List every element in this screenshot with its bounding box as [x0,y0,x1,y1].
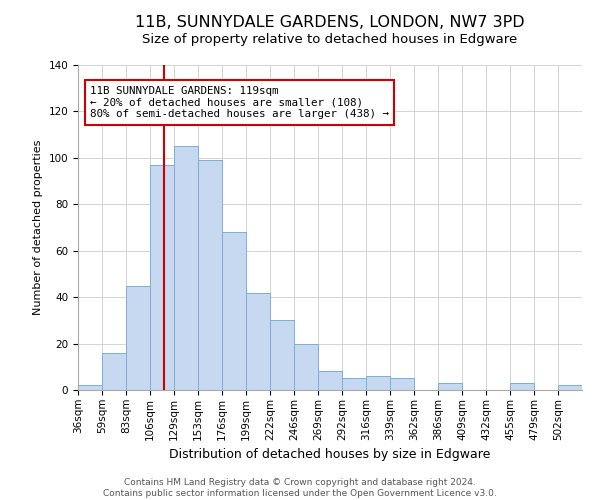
Text: Size of property relative to detached houses in Edgware: Size of property relative to detached ho… [142,32,518,46]
Bar [126,286,150,390]
Bar [342,378,366,390]
Bar [390,378,414,390]
Y-axis label: Number of detached properties: Number of detached properties [33,140,43,315]
X-axis label: Distribution of detached houses by size in Edgware: Distribution of detached houses by size … [169,448,491,461]
Bar [78,386,102,390]
Bar [366,376,390,390]
Bar [246,292,270,390]
Text: 11B SUNNYDALE GARDENS: 119sqm
← 20% of detached houses are smaller (108)
80% of : 11B SUNNYDALE GARDENS: 119sqm ← 20% of d… [90,86,389,119]
Bar [174,146,198,390]
Text: Contains HM Land Registry data © Crown copyright and database right 2024.
Contai: Contains HM Land Registry data © Crown c… [103,478,497,498]
Bar [318,372,342,390]
Bar [150,165,174,390]
Bar [294,344,318,390]
Bar [438,383,462,390]
Bar [222,232,246,390]
Bar [270,320,294,390]
Bar [198,160,222,390]
Bar [510,383,534,390]
Bar [102,353,126,390]
Bar [558,386,582,390]
Text: 11B, SUNNYDALE GARDENS, LONDON, NW7 3PD: 11B, SUNNYDALE GARDENS, LONDON, NW7 3PD [135,15,525,30]
